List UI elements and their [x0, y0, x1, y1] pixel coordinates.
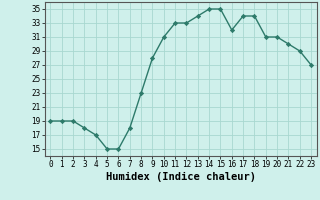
X-axis label: Humidex (Indice chaleur): Humidex (Indice chaleur) — [106, 172, 256, 182]
